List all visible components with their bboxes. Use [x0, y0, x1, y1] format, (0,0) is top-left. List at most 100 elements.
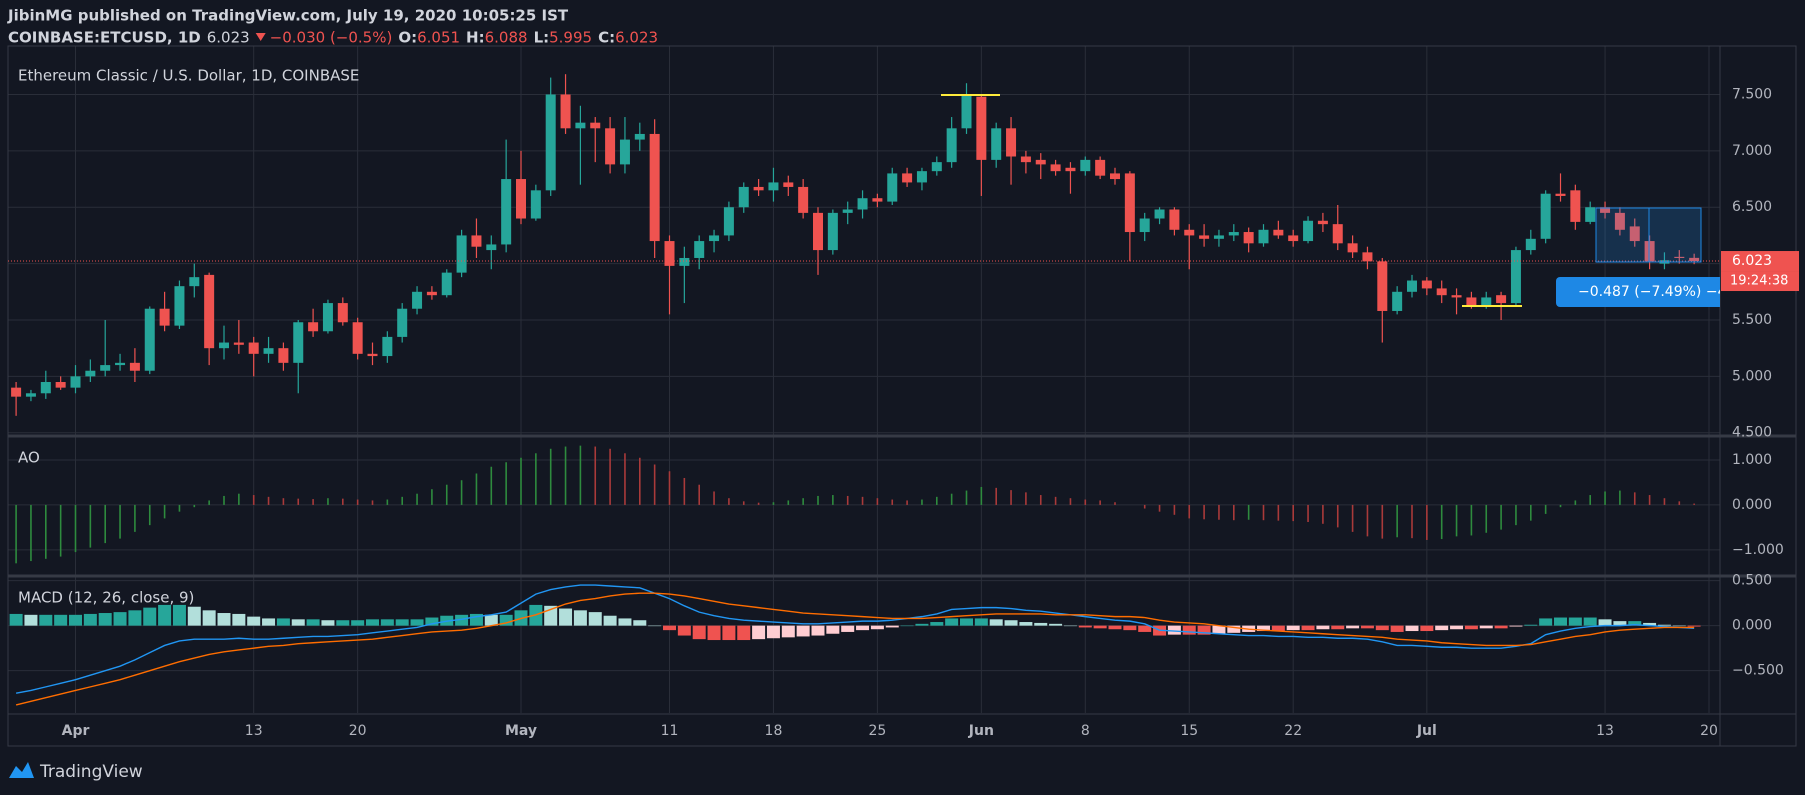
candle-body	[1213, 235, 1224, 239]
macd-histogram-bar	[83, 613, 97, 626]
macd-histogram-bar	[1093, 625, 1107, 629]
x-tick-label: Jun	[968, 723, 994, 739]
macd-histogram-bar	[217, 613, 231, 626]
macd-histogram-bar	[1257, 625, 1270, 632]
macd-histogram-bar	[573, 610, 587, 626]
macd-histogram-bar	[54, 614, 68, 626]
macd-histogram-bar	[425, 617, 439, 626]
header: JibinMG published on TradingView.com, Ju…	[7, 7, 658, 47]
macd-histogram-bar	[202, 610, 216, 626]
candle-body	[1377, 261, 1388, 311]
x-tick-label: 8	[1081, 723, 1090, 739]
header-item: H:	[466, 29, 485, 47]
candle-body	[590, 122, 601, 129]
macd-histogram-bar	[1227, 625, 1241, 633]
macd-histogram-bar	[1494, 625, 1508, 629]
macd-histogram-bar	[1524, 624, 1538, 626]
price-label-bg	[1721, 251, 1799, 272]
candle-body	[946, 128, 957, 163]
candle-body	[887, 173, 898, 202]
header-item: −0.030 (−0.5%)	[270, 29, 393, 47]
candle-body	[991, 128, 1002, 160]
candle-body	[367, 353, 378, 357]
candle-body	[1585, 207, 1596, 222]
macd-histogram-bar	[1568, 617, 1582, 626]
macd-histogram-bar	[380, 619, 394, 626]
macd-histogram-bar	[1123, 625, 1137, 631]
candle-body	[768, 182, 779, 191]
macd-histogram-bar	[559, 608, 573, 626]
macd-histogram-bar	[172, 604, 186, 626]
macd-histogram-bar	[1182, 625, 1196, 635]
macd-histogram-bar	[1034, 622, 1048, 626]
candle-body	[1184, 229, 1195, 236]
y-tick-label: −0.500	[1732, 663, 1784, 679]
marks	[8, 74, 1720, 706]
macd-histogram-bar	[262, 618, 276, 626]
candle-body	[337, 303, 348, 323]
candle-body	[1392, 291, 1403, 311]
x-tick-label: 15	[1180, 723, 1198, 739]
x-tick-label: Jul	[1416, 723, 1437, 739]
candle-body	[1555, 193, 1566, 196]
candle-body	[1644, 241, 1655, 262]
candle-body	[1080, 159, 1091, 172]
macd-histogram-bar	[1613, 621, 1627, 626]
macd-histogram-bar	[1405, 625, 1419, 632]
down-triangle	[255, 33, 266, 41]
x-tick-label: 13	[1596, 723, 1614, 739]
candle-body	[827, 212, 838, 251]
macd-histogram-bar	[1672, 625, 1686, 627]
macd-histogram-bar	[1167, 625, 1181, 635]
macd-histogram-bar	[752, 625, 766, 640]
countdown: 19:24:38	[1730, 274, 1788, 289]
macd-histogram-bar	[276, 618, 290, 626]
macd-histogram-bar	[1464, 625, 1478, 630]
header-item: L:	[534, 29, 550, 47]
macd-histogram-bar	[974, 618, 988, 626]
macd-histogram-bar	[1286, 625, 1300, 631]
candle-body	[204, 274, 215, 349]
candle-body	[842, 209, 853, 213]
candle-body	[1035, 159, 1046, 165]
candle-body	[694, 241, 705, 258]
macd-histogram-bar	[24, 614, 38, 626]
candle-body	[11, 387, 22, 397]
macd-histogram-bar	[1554, 617, 1567, 626]
x-tick-label: 20	[349, 723, 367, 739]
y-tick-label: 5.500	[1732, 312, 1772, 328]
macd-histogram-bar	[945, 618, 959, 626]
candle-body	[560, 94, 571, 129]
candle-body	[857, 198, 868, 210]
header-item: 6.088	[485, 29, 528, 47]
candle-body	[456, 235, 467, 273]
candle-body	[916, 171, 927, 183]
macd-histogram-bar	[9, 613, 23, 626]
candle-body	[1273, 229, 1284, 236]
candle-body	[1689, 257, 1700, 262]
author-line: JibinMG published on TradingView.com, Ju…	[7, 7, 569, 25]
candle-body	[426, 291, 437, 296]
x-tick-label: 25	[868, 723, 886, 739]
candle-body	[100, 365, 111, 371]
candle-body	[619, 139, 630, 165]
macd-histogram-bar	[1375, 625, 1389, 631]
logo-text: TradingView	[39, 762, 143, 782]
macd-histogram-bar	[1138, 625, 1152, 632]
macd-histogram-bar	[1063, 625, 1077, 627]
macd-line	[15, 592, 1695, 706]
candle-body	[1110, 173, 1120, 180]
macd-histogram-bar	[143, 607, 157, 626]
candle-body	[1169, 209, 1180, 230]
macd-histogram-bar	[989, 619, 1003, 626]
candle-body	[1199, 235, 1210, 239]
macd-histogram-bar	[1390, 625, 1404, 632]
macd-histogram-bar	[633, 620, 647, 626]
macd-histogram-bar	[187, 606, 201, 626]
candle-body	[1154, 209, 1165, 219]
macd-histogram-bar	[1346, 625, 1360, 629]
candle-body	[1347, 243, 1358, 253]
candle-body	[1421, 280, 1432, 289]
candle-body	[634, 133, 645, 140]
macd-histogram-bar	[766, 625, 780, 639]
